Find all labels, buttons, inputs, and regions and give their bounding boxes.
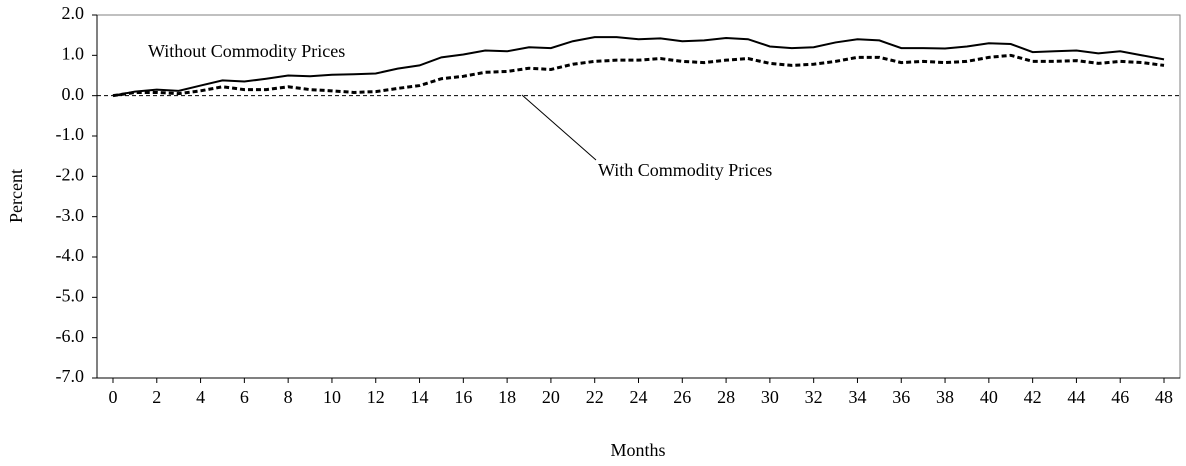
y-tick-label: -4.0 — [56, 245, 85, 265]
y-tick-label: 1.0 — [62, 43, 85, 63]
series-label: With Commodity Prices — [598, 160, 772, 180]
y-tick-label: 2.0 — [62, 3, 85, 23]
x-tick-label: 30 — [761, 387, 779, 407]
series-line — [112, 36, 1165, 97]
y-tick-label: -1.0 — [56, 124, 85, 144]
x-tick-label: 10 — [323, 387, 341, 407]
x-tick-label: 40 — [980, 387, 998, 407]
x-tick-label: 12 — [367, 387, 385, 407]
x-tick-label: 18 — [498, 387, 516, 407]
x-tick-label: 26 — [673, 387, 691, 407]
x-tick-label: 22 — [586, 387, 604, 407]
y-tick-label: -5.0 — [56, 285, 85, 305]
y-tick-label: -3.0 — [56, 205, 85, 225]
x-tick-label: 8 — [284, 387, 293, 407]
x-tick-label: 16 — [454, 387, 472, 407]
x-tick-label: 2 — [152, 387, 161, 407]
y-tick-label: -6.0 — [56, 326, 85, 346]
x-tick-label: 44 — [1067, 387, 1085, 407]
x-tick-label: 0 — [108, 387, 117, 407]
plot-frame — [96, 14, 1181, 379]
y-tick-label: -2.0 — [56, 164, 85, 184]
x-tick-label: 38 — [936, 387, 954, 407]
y-tick-label: -7.0 — [56, 366, 85, 386]
y-tick-label: 0.0 — [62, 84, 85, 104]
x-tick-label: 48 — [1155, 387, 1173, 407]
x-tick-label: 4 — [196, 387, 205, 407]
y-axis-label: Percent — [6, 169, 26, 223]
x-tick-label: 24 — [630, 387, 648, 407]
x-tick-label: 46 — [1111, 387, 1129, 407]
x-tick-label: 20 — [542, 387, 560, 407]
x-tick-label: 34 — [848, 387, 866, 407]
x-tick-label: 32 — [805, 387, 823, 407]
x-tick-label: 42 — [1024, 387, 1042, 407]
series-line — [112, 53, 1165, 98]
x-tick-label: 28 — [717, 387, 735, 407]
x-tick-label: 6 — [240, 387, 249, 407]
series-label: Without Commodity Prices — [148, 41, 345, 61]
x-tick-label: 14 — [411, 387, 429, 407]
label-pointer — [521, 94, 597, 161]
x-axis-label: Months — [610, 440, 665, 460]
x-tick-label: 36 — [892, 387, 910, 407]
